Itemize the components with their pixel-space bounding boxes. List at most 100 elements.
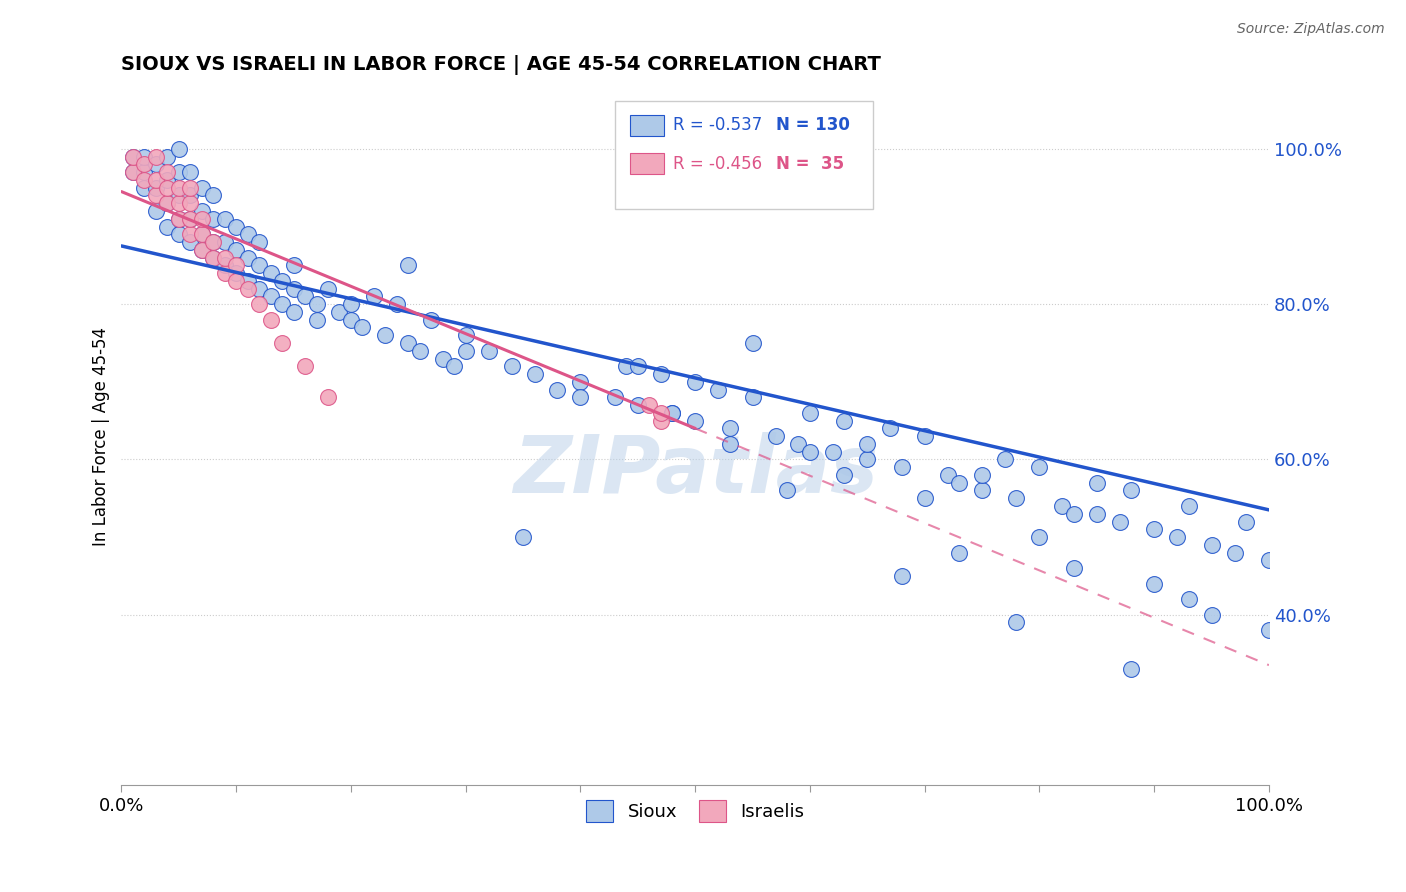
Point [156, 196, 179, 211]
Point [501, 359, 523, 374]
Point [1005, 615, 1028, 630]
Point [396, 258, 419, 272]
Point [970, 483, 993, 498]
Point [994, 452, 1017, 467]
Point [167, 165, 190, 179]
Point [225, 219, 247, 234]
Point [936, 467, 959, 482]
Point [156, 219, 179, 234]
Point [134, 150, 156, 164]
Text: R = -0.456: R = -0.456 [673, 154, 762, 173]
FancyBboxPatch shape [630, 115, 664, 136]
Point [202, 251, 225, 265]
Point [247, 235, 270, 249]
Point [856, 437, 879, 451]
FancyBboxPatch shape [630, 153, 664, 174]
Y-axis label: In Labor Force | Age 45-54: In Labor Force | Age 45-54 [93, 326, 110, 546]
Point [179, 235, 201, 249]
Point [385, 297, 408, 311]
Point [156, 173, 179, 187]
Point [1223, 545, 1246, 559]
Point [454, 328, 477, 343]
Point [202, 251, 225, 265]
Point [443, 359, 465, 374]
Point [614, 359, 637, 374]
Point [156, 180, 179, 194]
Point [821, 444, 844, 458]
Point [765, 429, 787, 443]
Point [650, 414, 672, 428]
Legend: Sioux, Israelis: Sioux, Israelis [579, 792, 811, 829]
Point [294, 289, 316, 303]
Text: N = 130: N = 130 [776, 116, 849, 134]
Point [799, 406, 821, 420]
Point [834, 414, 856, 428]
Point [661, 406, 683, 420]
Point [638, 398, 661, 412]
Point [948, 475, 970, 490]
Point [214, 211, 236, 226]
Point [856, 452, 879, 467]
Point [890, 569, 912, 583]
Point [523, 367, 546, 381]
Point [191, 243, 214, 257]
Point [156, 165, 179, 179]
Point [134, 165, 156, 179]
Point [741, 390, 763, 404]
Point [122, 150, 145, 164]
Point [374, 328, 396, 343]
Point [627, 359, 650, 374]
Point [316, 390, 339, 404]
Point [236, 251, 259, 265]
Point [340, 312, 363, 326]
Point [1052, 499, 1074, 513]
Point [363, 289, 385, 303]
Point [167, 196, 190, 211]
Point [167, 211, 190, 226]
Point [890, 460, 912, 475]
Point [214, 235, 236, 249]
Point [1028, 530, 1050, 544]
Point [478, 343, 501, 358]
Point [1108, 515, 1130, 529]
Point [799, 444, 821, 458]
Point [145, 188, 167, 202]
Point [1085, 475, 1108, 490]
Point [683, 414, 706, 428]
Point [1005, 491, 1028, 506]
Text: R = -0.537: R = -0.537 [673, 116, 762, 134]
Point [167, 188, 190, 202]
Point [683, 375, 706, 389]
Point [776, 483, 799, 498]
Point [145, 173, 167, 187]
Point [145, 150, 167, 164]
Point [236, 227, 259, 242]
Text: Source: ZipAtlas.com: Source: ZipAtlas.com [1237, 22, 1385, 37]
Point [352, 320, 374, 334]
Point [1258, 553, 1281, 567]
Point [179, 211, 201, 226]
Point [718, 437, 741, 451]
Point [1063, 561, 1085, 575]
Point [122, 150, 145, 164]
Point [271, 336, 294, 351]
Point [202, 188, 225, 202]
Point [1258, 624, 1281, 638]
Point [214, 266, 236, 280]
Text: N =  35: N = 35 [776, 154, 844, 173]
Point [179, 211, 201, 226]
Point [1085, 507, 1108, 521]
Point [1121, 662, 1143, 676]
Point [271, 297, 294, 311]
Point [122, 165, 145, 179]
Point [167, 180, 190, 194]
Point [225, 258, 247, 272]
Point [179, 227, 201, 242]
Point [191, 227, 214, 242]
Point [225, 266, 247, 280]
Point [225, 274, 247, 288]
Point [167, 142, 190, 156]
Point [156, 196, 179, 211]
Point [145, 204, 167, 219]
Point [259, 266, 281, 280]
